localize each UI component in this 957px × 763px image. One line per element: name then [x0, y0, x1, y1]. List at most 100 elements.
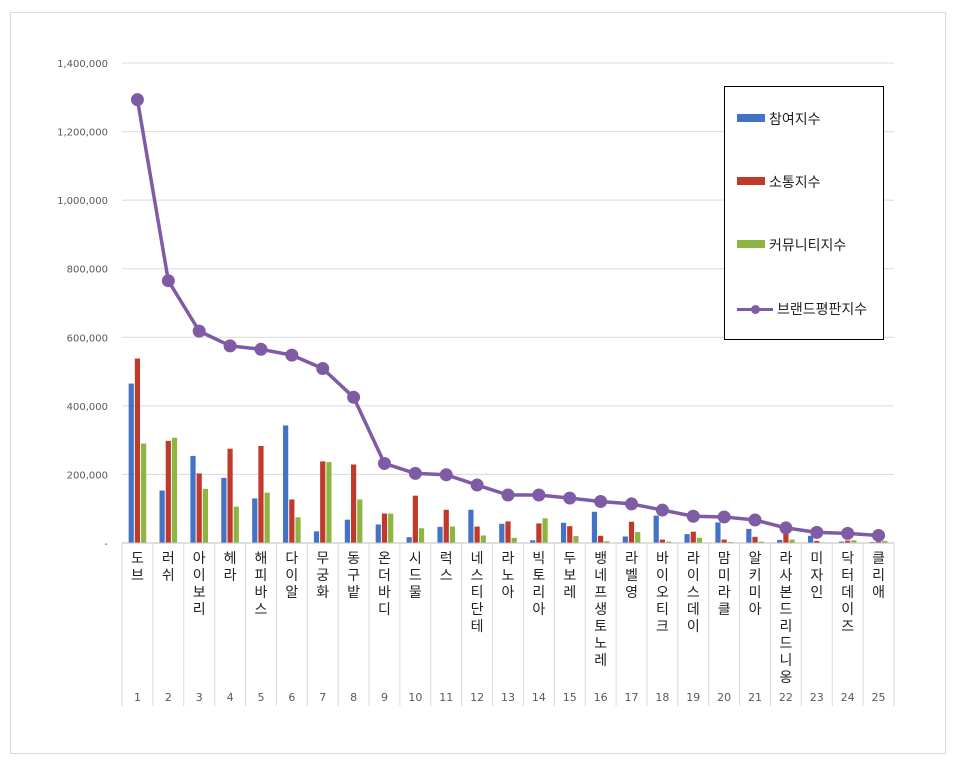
bar: [777, 539, 783, 543]
bar: [128, 383, 134, 543]
bar: [227, 448, 233, 543]
bar: [474, 526, 480, 543]
x-tick-label-char: 시: [409, 551, 422, 567]
bar: [196, 473, 202, 543]
x-tick-label-char: 클: [718, 602, 731, 618]
bar: [221, 477, 227, 543]
bar: [412, 495, 418, 543]
x-rank-label: 1: [134, 691, 141, 704]
legend-label-community: 커뮤니티지수: [769, 238, 847, 254]
x-tick-label-char: 보: [193, 585, 206, 601]
x-rank-label: 3: [196, 691, 203, 704]
bar: [696, 537, 703, 543]
bar: [375, 524, 381, 543]
legend-swatch-brand-reputation: [737, 304, 773, 314]
x-tick-label-char: 스: [255, 602, 268, 618]
line-point: [594, 495, 608, 509]
y-tick-label: -: [104, 539, 108, 550]
x-rank-label: 11: [439, 691, 453, 704]
x-rank-label: 14: [532, 691, 546, 704]
x-rank-label: 17: [625, 691, 639, 704]
x-rank-label: 18: [655, 691, 669, 704]
legend-swatch-communication: [737, 177, 765, 187]
x-tick-label-char: 라: [779, 551, 792, 567]
x-tick-label-char: 닥: [841, 551, 854, 567]
x-axis: 도브1러쉬2아이보리3헤라4해피바스5다이알6무궁화7동구밭8온더바디9시드물1…: [121, 542, 895, 706]
x-tick-label-char: 리: [193, 602, 206, 618]
x-tick-label-char: 럭: [440, 551, 453, 567]
line-point: [285, 348, 299, 362]
x-tick-label-char: 아: [502, 585, 515, 601]
x-tick-label-char: 미: [810, 551, 823, 567]
x-tick-label-char: 키: [749, 568, 762, 584]
legend-item-communication: 소통지수: [737, 172, 821, 192]
bars: [128, 358, 888, 543]
bar: [604, 541, 610, 543]
bar: [159, 490, 165, 543]
x-tick-label-char: 스: [687, 585, 700, 601]
line-point: [316, 361, 330, 375]
x-tick-label-char: 프: [594, 585, 607, 601]
bar: [690, 531, 696, 543]
x-tick-label-char: 이: [285, 568, 298, 584]
bar: [202, 488, 208, 543]
bar: [783, 533, 789, 543]
bar: [542, 518, 548, 543]
bar: [808, 535, 814, 543]
bar: [628, 521, 635, 543]
x-tick-label-char: 피: [255, 568, 268, 584]
x-tick-label-char: 미: [749, 585, 762, 601]
x-tick-label-char: 애: [872, 585, 885, 601]
x-tick-label-char: 터: [841, 568, 854, 584]
x-tick-label-char: 이: [687, 619, 700, 635]
bar: [141, 443, 147, 543]
x-tick-label-char: 아: [193, 551, 206, 567]
x-rank-label: 10: [408, 691, 422, 704]
x-tick-label-char: 이: [841, 602, 854, 618]
x-tick-label-char: 쉬: [162, 568, 175, 584]
bar: [295, 517, 301, 543]
x-tick-label-char: 라: [502, 551, 515, 567]
x-tick-label-char: 이: [193, 568, 206, 584]
bar: [505, 521, 511, 543]
x-rank-label: 20: [717, 691, 731, 704]
line-point: [439, 468, 453, 482]
line-point: [779, 521, 793, 535]
line-point: [470, 478, 484, 492]
x-rank-label: 16: [594, 691, 608, 704]
line-point: [686, 509, 700, 523]
x-tick-label-char: 바: [656, 551, 669, 567]
x-tick-label-char: 티: [471, 585, 484, 601]
bar: [437, 526, 443, 543]
x-tick-label-char: 헤: [224, 551, 237, 567]
x-tick-label-char: 인: [810, 585, 823, 601]
line-point: [408, 466, 422, 480]
line-point: [841, 526, 855, 540]
bar: [721, 539, 727, 543]
bar: [357, 499, 363, 543]
bar: [406, 537, 412, 543]
x-tick-label-char: 리: [872, 568, 885, 584]
x-rank-label: 7: [319, 691, 326, 704]
bar: [480, 535, 486, 543]
bar: [789, 539, 795, 543]
x-tick-label-char: 크: [656, 619, 669, 635]
x-tick-label-char: 본: [779, 585, 792, 601]
bar: [727, 541, 733, 543]
x-tick-label-char: 라: [687, 551, 700, 567]
x-rank-label: 6: [288, 691, 295, 704]
bar: [715, 522, 721, 543]
x-rank-label: 19: [686, 691, 700, 704]
bar: [449, 526, 456, 543]
bar: [635, 532, 641, 543]
x-tick-label-char: 구: [347, 568, 360, 584]
bar: [499, 523, 505, 543]
bar: [443, 509, 449, 543]
x-tick-label-char: 드: [779, 602, 792, 618]
x-tick-label-char: 화: [316, 585, 329, 601]
x-rank-label: 21: [748, 691, 762, 704]
legend-swatch-community: [737, 240, 765, 250]
bar: [313, 531, 320, 543]
x-tick-label-char: 옹: [779, 670, 792, 686]
x-tick-label-char: 사: [779, 568, 792, 584]
